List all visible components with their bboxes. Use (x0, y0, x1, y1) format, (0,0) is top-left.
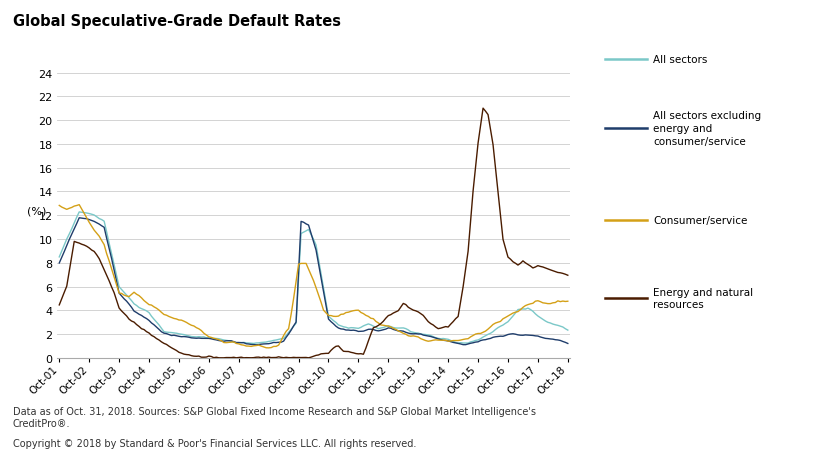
Text: Global Speculative-Grade Default Rates: Global Speculative-Grade Default Rates (13, 14, 341, 29)
Text: Data as of Oct. 31, 2018. Sources: S&P Global Fixed Income Research and S&P Glob: Data as of Oct. 31, 2018. Sources: S&P G… (13, 406, 535, 428)
Text: Consumer/service: Consumer/service (653, 215, 747, 225)
Text: Energy and natural
resources: Energy and natural resources (653, 287, 753, 310)
Y-axis label: (%): (%) (27, 206, 46, 216)
Text: All sectors: All sectors (653, 55, 707, 65)
Text: All sectors excluding
energy and
consumer/service: All sectors excluding energy and consume… (653, 111, 761, 146)
Text: Copyright © 2018 by Standard & Poor's Financial Services LLC. All rights reserve: Copyright © 2018 by Standard & Poor's Fi… (13, 438, 416, 448)
